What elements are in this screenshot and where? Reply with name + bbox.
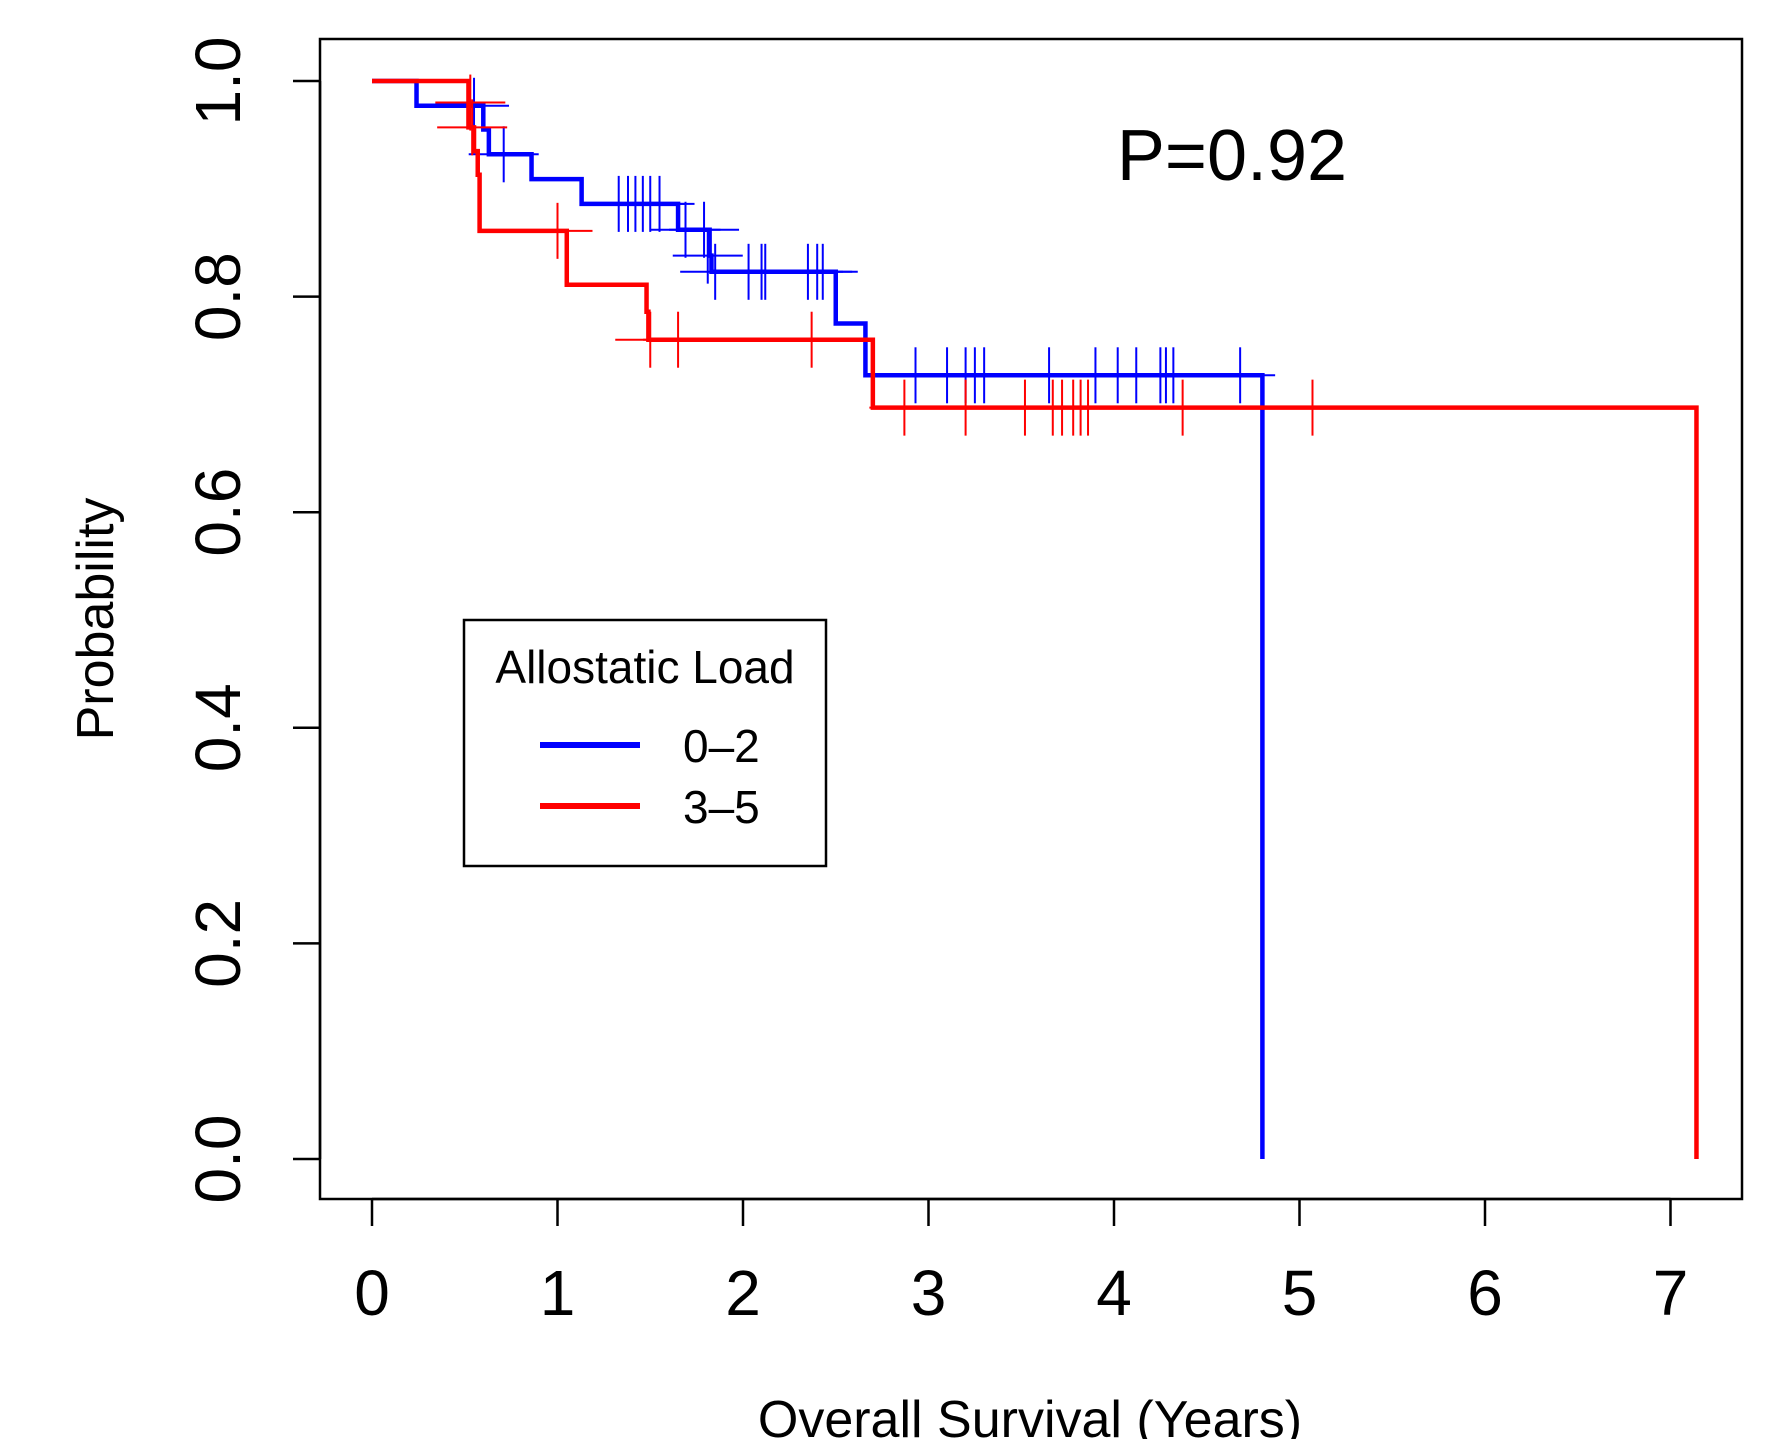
p-value-annotation: P=0.92 (1117, 116, 1347, 196)
censor-mark-0-2 (669, 201, 740, 258)
x-tick-label: 4 (1096, 1257, 1132, 1329)
censor-mark-0-2 (1138, 347, 1209, 404)
x-tick-label: 2 (725, 1257, 761, 1329)
censor-mark-3-5 (1147, 379, 1218, 436)
censor-mark-0-2 (949, 347, 1020, 404)
censor-mark-0-2 (624, 175, 695, 232)
legend-entry-3-5: 3–5 (683, 781, 760, 833)
y-tick-label: 1.0 (182, 37, 254, 126)
y-tick-label: 0.8 (182, 252, 254, 341)
y-tick-label: 0.0 (182, 1115, 254, 1204)
x-tick-label: 7 (1653, 1257, 1689, 1329)
censor-mark-3-5 (930, 379, 1001, 436)
censor-mark-3-5 (643, 311, 714, 368)
legend-title: Allostatic Load (495, 641, 794, 693)
censor-mark-3-5 (1277, 379, 1348, 436)
censor-mark-0-2 (787, 243, 858, 300)
x-axis: 0 1 2 3 4 5 6 7 (354, 1197, 1689, 1329)
censor-mark-0-2 (439, 77, 510, 134)
legend-box (462, 618, 828, 868)
x-tick-label: 0 (354, 1257, 390, 1329)
censor-mark-0-2 (672, 227, 743, 284)
legend-entry-0-2: 0–2 (683, 720, 760, 772)
y-tick-label: 0.2 (182, 899, 254, 988)
y-tick-label: 0.6 (182, 468, 254, 557)
censor-mark-0-2 (1205, 347, 1276, 404)
x-tick-label: 3 (911, 1257, 947, 1329)
censor-mark-3-5 (776, 311, 847, 368)
x-axis-title: Overall Survival (Years) (758, 1391, 1302, 1439)
x-tick-label: 1 (540, 1257, 576, 1329)
x-tick-label: 6 (1467, 1257, 1503, 1329)
censor-mark-3-5 (522, 202, 593, 259)
y-axis: 0.0 0.2 0.4 0.6 0.8 1.0 (182, 37, 322, 1204)
y-tick-label: 0.4 (182, 683, 254, 772)
y-axis-title: Probability (67, 498, 125, 741)
censor-mark-3-5 (437, 99, 508, 156)
legend: Allostatic Load 0–2 3–5 (462, 618, 828, 868)
censor-mark-3-5 (1053, 379, 1124, 436)
censor-mark-3-5 (869, 379, 940, 436)
x-tick-label: 5 (1282, 1257, 1318, 1329)
series-layer (372, 74, 1699, 1159)
censor-mark-3-5 (435, 74, 506, 131)
censor-mark-0-2 (468, 126, 539, 183)
